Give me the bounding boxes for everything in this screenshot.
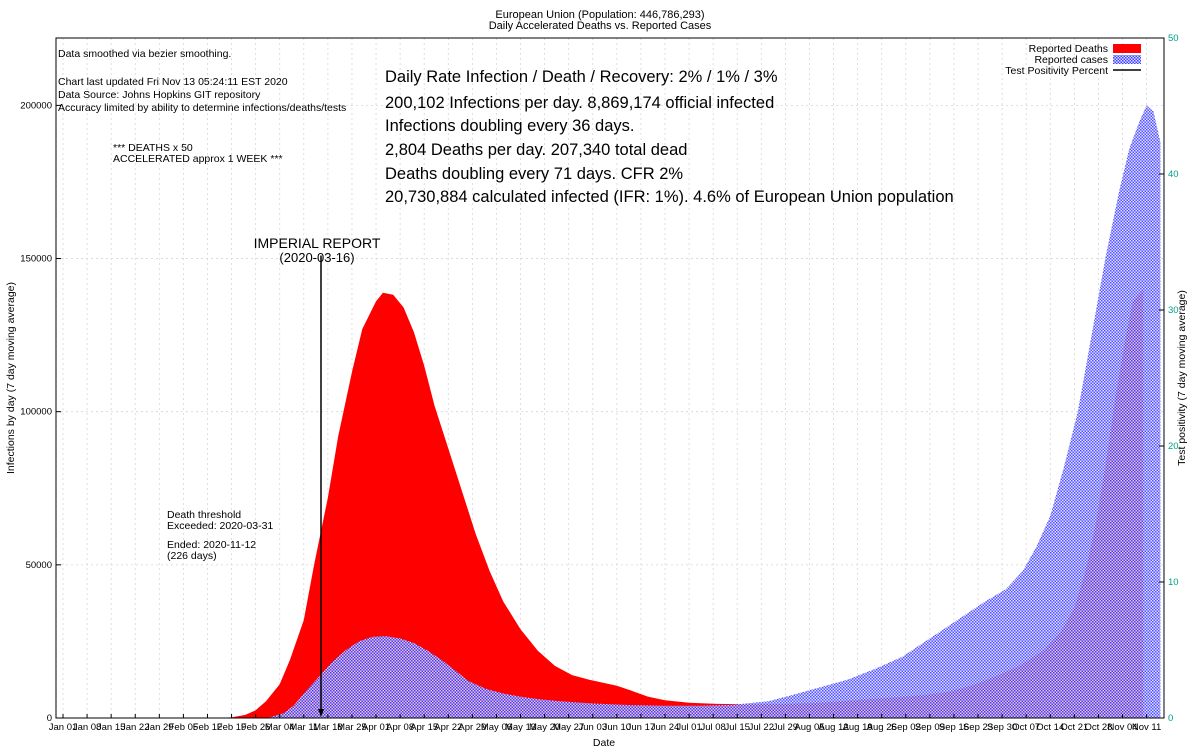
x-tick-label: Sep 23 xyxy=(963,722,993,733)
x-tick-label: Jun 03 xyxy=(578,722,607,733)
note-line: Data smoothed via bezier smoothing. xyxy=(58,48,231,60)
plot-border xyxy=(55,37,1165,719)
note-line: Accuracy limited by ability to determine… xyxy=(58,102,346,114)
y2-tick-label: 30 xyxy=(1168,305,1179,316)
x-tick-label: May 06 xyxy=(481,722,512,733)
threshold-line: Death threshold xyxy=(167,509,241,521)
x-tick-label: Feb 12 xyxy=(193,722,223,733)
stat-line: 2,804 Deaths per day. 207,340 total dead xyxy=(385,141,687,159)
legend-label-cases: Reported cases xyxy=(1034,54,1108,66)
x-tick-label: Sep 30 xyxy=(987,722,1017,733)
x-tick-label: Jun 17 xyxy=(627,722,656,733)
stat-line: 20,730,884 calculated infected (IFR: 1%)… xyxy=(385,188,954,206)
deaths-area xyxy=(63,289,1144,718)
legend-swatch-cases xyxy=(1113,55,1141,64)
x-tick-label: Sep 09 xyxy=(915,722,945,733)
x-tick-label: Apr 29 xyxy=(458,722,486,733)
stat-line: Infections doubling every 36 days. xyxy=(385,117,635,135)
x-tick-label: Jul 08 xyxy=(700,722,725,733)
threshold-block: Death threshold Exceeded: 2020-03-31 End… xyxy=(167,509,273,562)
y-tick-label: 50000 xyxy=(26,560,52,571)
stats-block: Daily Rate Infection / Death / Recovery:… xyxy=(385,68,954,206)
x-tick-label: Sep 16 xyxy=(939,722,969,733)
legend-label-positivity: Test Positivity Percent xyxy=(1005,65,1108,77)
x-tick-label: Jan 15 xyxy=(97,722,126,733)
x-tick-label: Oct 07 xyxy=(1012,722,1040,733)
x-tick-label: Jan 29 xyxy=(145,722,174,733)
y-axis-label: Infections by day (7 day moving average) xyxy=(5,282,17,474)
x-tick-label: Aug 19 xyxy=(843,722,873,733)
x-tick-label: Aug 05 xyxy=(794,722,824,733)
x-tick-label: Sep 02 xyxy=(891,722,921,733)
x-tick-label: Oct 28 xyxy=(1084,722,1112,733)
axis-ticks: 0 50000 100000 150000 200000 0 10 20 30 40 50 Jan 0… xyxy=(20,33,1178,733)
x-tick-label: Mar 04 xyxy=(265,722,295,733)
x-tick-label: Jul 15 xyxy=(725,722,750,733)
y2-tick-label: 20 xyxy=(1168,441,1179,452)
annotation-label: IMPERIAL REPORT xyxy=(254,235,381,251)
plot-frame xyxy=(55,37,1165,719)
x-tick-label: Jan 08 xyxy=(73,722,102,733)
chart-subtitle: Daily Accelerated Deaths vs. Reported Ca… xyxy=(489,20,712,32)
x-tick-label: Jul 01 xyxy=(676,722,701,733)
x-tick-label: Aug 26 xyxy=(867,722,897,733)
x-tick-label: Nov 04 xyxy=(1107,722,1137,733)
x-tick-label: Jul 22 xyxy=(749,722,774,733)
x-tick-label: Mar 25 xyxy=(337,722,367,733)
x-tick-label: Feb 05 xyxy=(169,722,199,733)
x-tick-label: Mar 18 xyxy=(313,722,343,733)
deaths-note-line: ACCELERATED approx 1 WEEK *** xyxy=(113,153,283,165)
x-tick-label: Feb 26 xyxy=(241,722,271,733)
x-tick-label: Oct 21 xyxy=(1060,722,1088,733)
y-tick-label: 200000 xyxy=(20,100,52,111)
x-tick-label: Jun 10 xyxy=(603,722,632,733)
y2-tick-label: 40 xyxy=(1168,169,1179,180)
deaths-note-line: *** DEATHS x 50 xyxy=(113,142,193,154)
x-tick-label: Feb 19 xyxy=(217,722,247,733)
threshold-line: Exceeded: 2020-03-31 xyxy=(167,520,273,532)
legend: Reported Deaths Reported cases Test Posi… xyxy=(1005,43,1141,77)
x-tick-label: Mar 11 xyxy=(289,722,318,733)
threshold-line: (226 days) xyxy=(167,550,217,562)
cases-area xyxy=(63,105,1161,718)
x-tick-label: Apr 22 xyxy=(434,722,462,733)
stat-line: Deaths doubling every 71 days. CFR 2% xyxy=(385,165,683,183)
y2-tick-label: 50 xyxy=(1168,33,1179,44)
imperial-annotation: IMPERIAL REPORT (2020-03-16) xyxy=(254,235,381,717)
y2-tick-label: 0 xyxy=(1168,713,1173,724)
annotation-arrowhead xyxy=(318,709,324,717)
y2-tick-label: 10 xyxy=(1168,577,1179,588)
x-tick-label: Jan 22 xyxy=(121,722,150,733)
deaths-note: *** DEATHS x 50 ACCELERATED approx 1 WEE… xyxy=(113,142,283,165)
annotation-date: (2020-03-16) xyxy=(279,250,354,265)
x-tick-label: Apr 08 xyxy=(386,722,414,733)
notes-block: Data smoothed via bezier smoothing. Char… xyxy=(58,48,346,114)
x-tick-label: Jul 29 xyxy=(773,722,798,733)
note-line: Data Source: Johns Hopkins GIT repositor… xyxy=(58,89,261,101)
x-tick-label: Apr 01 xyxy=(362,722,390,733)
x-tick-label: Apr 15 xyxy=(410,722,438,733)
x-tick-label: May 20 xyxy=(529,722,560,733)
stat-line: Daily Rate Infection / Death / Recovery:… xyxy=(385,68,778,86)
y-tick-label: 0 xyxy=(47,713,52,724)
plot-areas xyxy=(63,105,1161,718)
y2-axis-label: Test positivity (7 day moving average) xyxy=(1176,290,1188,466)
x-axis-label: Date xyxy=(593,737,615,749)
x-tick-label: Oct 14 xyxy=(1036,722,1064,733)
legend-swatch-deaths xyxy=(1113,44,1141,53)
x-tick-label: May 13 xyxy=(505,722,536,733)
x-tick-label: Aug 12 xyxy=(818,722,848,733)
legend-label-deaths: Reported Deaths xyxy=(1029,43,1108,55)
y-tick-label: 100000 xyxy=(20,407,52,418)
threshold-line: Ended: 2020-11-12 xyxy=(167,539,256,551)
note-line: Chart last updated Fri Nov 13 05:24:11 E… xyxy=(58,76,288,88)
x-tick-label: Jan 01 xyxy=(49,722,78,733)
chart-title: European Union (Population: 446,786,293) xyxy=(495,9,704,21)
stat-line: 200,102 Infections per day. 8,869,174 of… xyxy=(385,94,774,112)
x-tick-label: Jun 24 xyxy=(651,722,680,733)
y-tick-label: 150000 xyxy=(20,254,52,265)
x-tick-label: Nov 11 xyxy=(1132,722,1161,733)
x-tick-label: May 27 xyxy=(553,722,584,733)
